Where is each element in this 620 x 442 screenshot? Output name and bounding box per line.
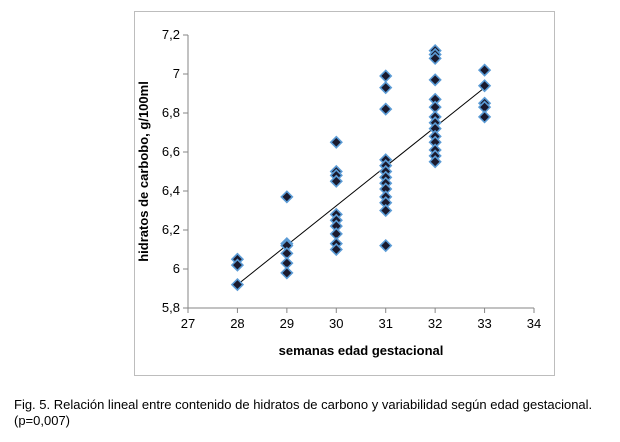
x-tick-label: 29 (280, 316, 294, 331)
data-point (379, 238, 393, 253)
y-axis-title: hidratos de carbobo, g/100ml (136, 81, 151, 262)
data-point (477, 79, 492, 93)
figure-caption: Fig. 5. Relación lineal entre contenido … (14, 397, 593, 428)
data-point (230, 277, 245, 292)
data-point (379, 203, 393, 218)
y-tick-label: 5,8 (162, 300, 180, 315)
data-point (329, 174, 343, 188)
scatter-chart: 5,8 6 6,2 6,4 6,6 6,8 7 7,2 27 28 29 30 31 32 33 34 se… (136, 27, 541, 358)
x-tick-label: 34 (527, 316, 541, 331)
data-points (230, 43, 492, 292)
y-tick-label: 6 (173, 261, 180, 276)
y-tick-label: 6,8 (162, 105, 180, 120)
y-ticks: 5,8 6 6,2 6,4 6,6 6,8 7 7,2 (162, 27, 188, 315)
chart-frame: 5,8 6 6,2 6,4 6,6 6,8 7 7,2 27 28 29 30 31 32 33 34 se… (134, 11, 555, 376)
x-tick-label: 31 (378, 316, 392, 331)
y-tick-label: 6,4 (162, 183, 180, 198)
x-tick-label: 30 (329, 316, 343, 331)
data-point (230, 258, 245, 272)
data-point (477, 63, 492, 77)
y-tick-label: 7 (173, 66, 180, 81)
trendline (237, 87, 485, 285)
data-point (329, 242, 343, 257)
x-ticks: 27 28 29 30 31 32 33 34 (181, 308, 541, 331)
data-point (379, 102, 393, 116)
y-tick-label: 6,2 (162, 222, 180, 237)
x-tick-label: 28 (230, 316, 244, 331)
data-point (379, 81, 393, 95)
y-tick-label: 6,6 (162, 144, 180, 159)
data-point (329, 135, 343, 149)
x-tick-label: 33 (477, 316, 491, 331)
y-tick-label: 7,2 (162, 27, 180, 42)
data-point (428, 73, 442, 87)
data-point (379, 69, 393, 83)
data-point (428, 155, 442, 169)
x-axis-title: semanas edad gestacional (279, 343, 444, 358)
x-tick-label: 27 (181, 316, 195, 331)
data-point (428, 51, 442, 66)
data-point (280, 266, 294, 280)
data-point (280, 190, 294, 204)
x-tick-label: 32 (428, 316, 442, 331)
data-point (477, 110, 492, 124)
